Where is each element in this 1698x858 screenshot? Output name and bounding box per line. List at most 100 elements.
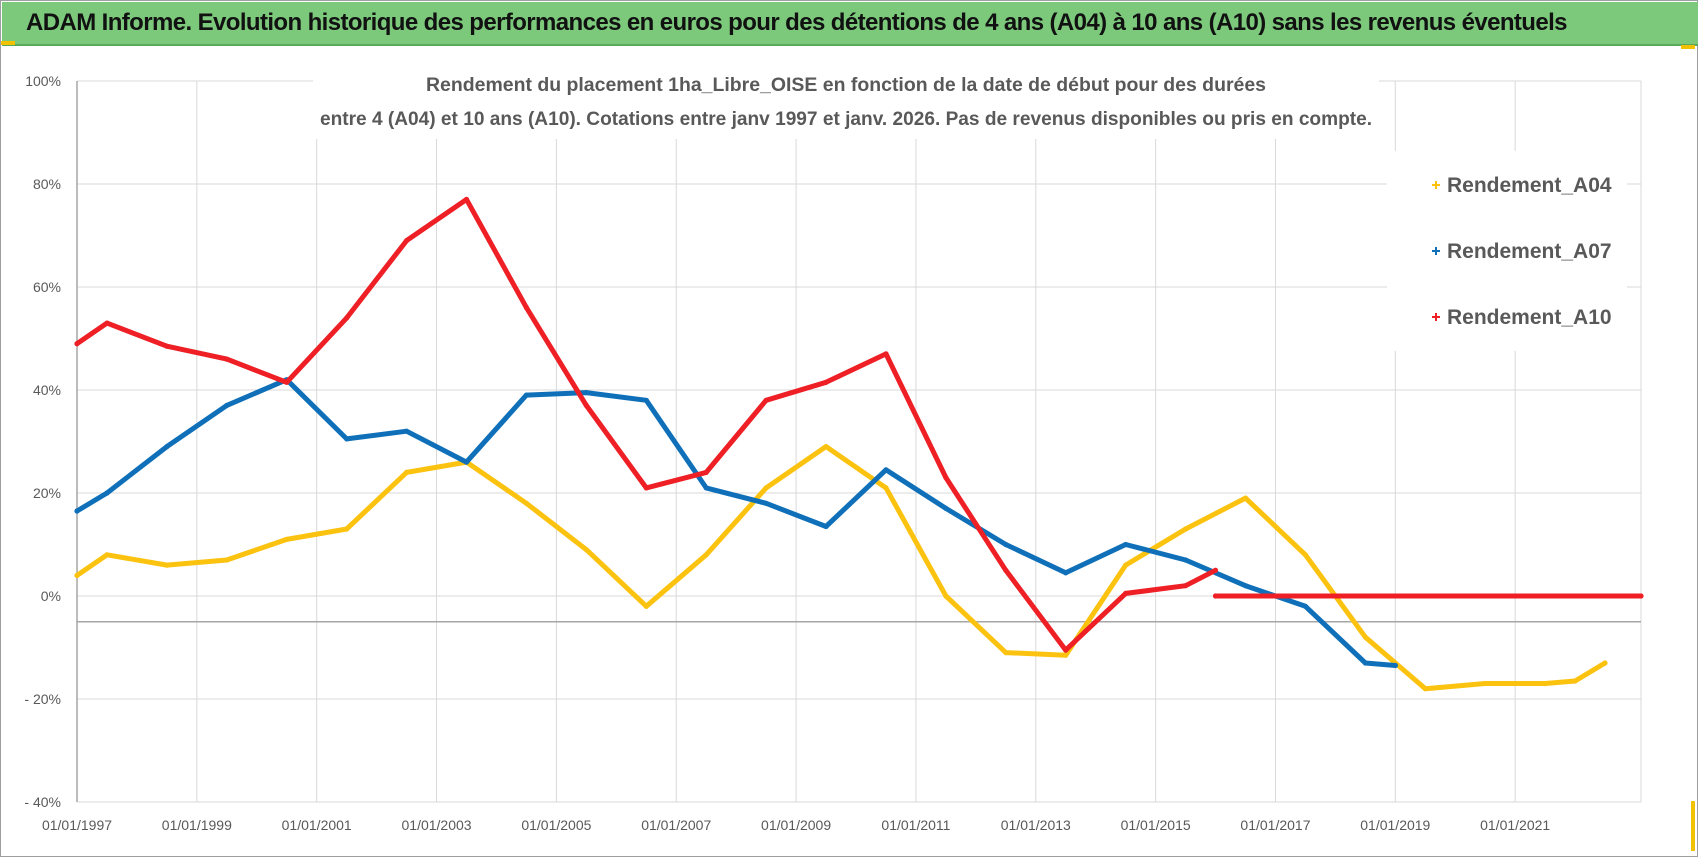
- data-point: [404, 428, 410, 434]
- data-point: [1003, 650, 1009, 656]
- y-tick-label: - 20%: [24, 691, 61, 707]
- legend-label: Rendement_A04: [1447, 174, 1612, 197]
- data-point: [164, 343, 170, 349]
- data-point: [1302, 603, 1308, 609]
- x-tick-label: 01/01/2007: [641, 817, 711, 833]
- y-tick-label: 20%: [33, 485, 61, 501]
- data-point: [1003, 567, 1009, 573]
- y-tick-label: 60%: [33, 279, 61, 295]
- x-tick-label: 01/01/2019: [1360, 817, 1430, 833]
- data-point: [883, 467, 889, 473]
- x-tick-label: 01/01/2001: [282, 817, 352, 833]
- corner-mark-top-right: [1681, 45, 1695, 49]
- corner-mark-bottom-right: [1691, 801, 1695, 851]
- data-point: [1183, 526, 1189, 532]
- data-point: [883, 485, 889, 491]
- chart-title-line2: entre 4 (A04) et 10 ans (A10). Cotations…: [320, 109, 1372, 130]
- data-point: [463, 196, 470, 202]
- data-point: [1638, 593, 1644, 599]
- data-point: [1542, 680, 1548, 687]
- x-tick-label: 01/01/2003: [402, 817, 472, 833]
- data-point: [284, 536, 290, 543]
- data-point: [1063, 570, 1069, 576]
- data-point: [104, 552, 110, 558]
- data-point: [583, 402, 589, 408]
- legend-background: [1387, 151, 1627, 351]
- series-line-2: [74, 196, 1218, 653]
- x-tick-label: 01/01/2017: [1240, 817, 1310, 833]
- data-point: [763, 500, 769, 506]
- data-point: [1183, 583, 1189, 589]
- data-point: [703, 469, 709, 475]
- data-point: [1212, 567, 1219, 573]
- data-point: [1003, 541, 1009, 548]
- y-tick-label: 100%: [25, 73, 61, 89]
- series-line-1: [74, 377, 1398, 668]
- x-axis-tick-labels: 01/01/1997 01/01/1999 01/01/2001 01/01/2003…: [42, 817, 1550, 833]
- data-point: [1242, 495, 1249, 501]
- data-point: [943, 593, 949, 599]
- data-point: [224, 557, 230, 563]
- x-tick-label: 01/01/2013: [1001, 817, 1071, 833]
- data-point: [703, 552, 709, 558]
- data-point: [943, 505, 949, 511]
- y-tick-label: 40%: [33, 382, 61, 398]
- data-point: [1422, 686, 1428, 692]
- data-point: [1123, 541, 1129, 548]
- data-point: [643, 397, 649, 403]
- chart-title-line1: Rendement du placement 1ha_Libre_OISE en…: [426, 75, 1266, 96]
- data-point: [224, 356, 230, 362]
- x-tick-label: 01/01/2015: [1121, 817, 1191, 833]
- x-tick-label: 01/01/1999: [162, 817, 232, 833]
- data-point: [344, 436, 350, 442]
- data-point: [1212, 593, 1219, 599]
- data-point: [1392, 662, 1398, 669]
- data-point: [1063, 647, 1069, 653]
- data-point: [104, 490, 110, 496]
- data-point: [1302, 552, 1308, 558]
- x-tick-label: 01/01/2009: [761, 817, 831, 833]
- legend-label: Rendement_A07: [1447, 240, 1612, 263]
- data-point: [284, 379, 290, 385]
- series-lines: [74, 196, 1644, 692]
- data-point: [943, 475, 949, 481]
- data-point: [1063, 652, 1069, 658]
- data-point: [1362, 634, 1368, 640]
- data-point: [1242, 583, 1249, 589]
- data-point: [344, 315, 350, 321]
- data-point: [643, 485, 649, 491]
- legend-label: Rendement_A10: [1447, 306, 1612, 329]
- x-tick-label: 01/01/2005: [521, 817, 591, 833]
- data-point: [583, 390, 589, 396]
- banner: ADAM Informe. Evolution historique des p…: [2, 2, 1698, 46]
- data-point: [404, 238, 410, 244]
- data-point: [74, 341, 80, 347]
- legend: Rendement_A04 Rendement_A07 Rendement_A10: [1432, 174, 1612, 329]
- data-point: [1602, 660, 1608, 666]
- data-point: [883, 351, 889, 357]
- data-point: [164, 444, 170, 450]
- series-line-0: [74, 444, 1608, 692]
- data-point: [74, 572, 80, 579]
- data-point: [164, 562, 170, 568]
- data-point: [1362, 660, 1368, 666]
- data-point: [523, 500, 530, 506]
- x-tick-label: 01/01/1997: [42, 817, 112, 833]
- x-tick-label: 01/01/2011: [881, 817, 950, 833]
- data-point: [823, 379, 829, 385]
- data-point: [583, 547, 589, 553]
- data-point: [74, 508, 80, 514]
- data-point: [763, 397, 769, 403]
- data-point: [404, 469, 410, 475]
- data-point: [823, 444, 829, 450]
- data-point: [1572, 678, 1578, 684]
- data-point: [463, 459, 470, 465]
- data-point: [823, 523, 829, 530]
- data-point: [643, 603, 649, 609]
- data-point: [703, 485, 709, 491]
- y-tick-label: - 40%: [24, 794, 61, 810]
- chart-title-background: [313, 67, 1379, 139]
- data-point: [1123, 590, 1129, 597]
- data-point: [224, 402, 230, 408]
